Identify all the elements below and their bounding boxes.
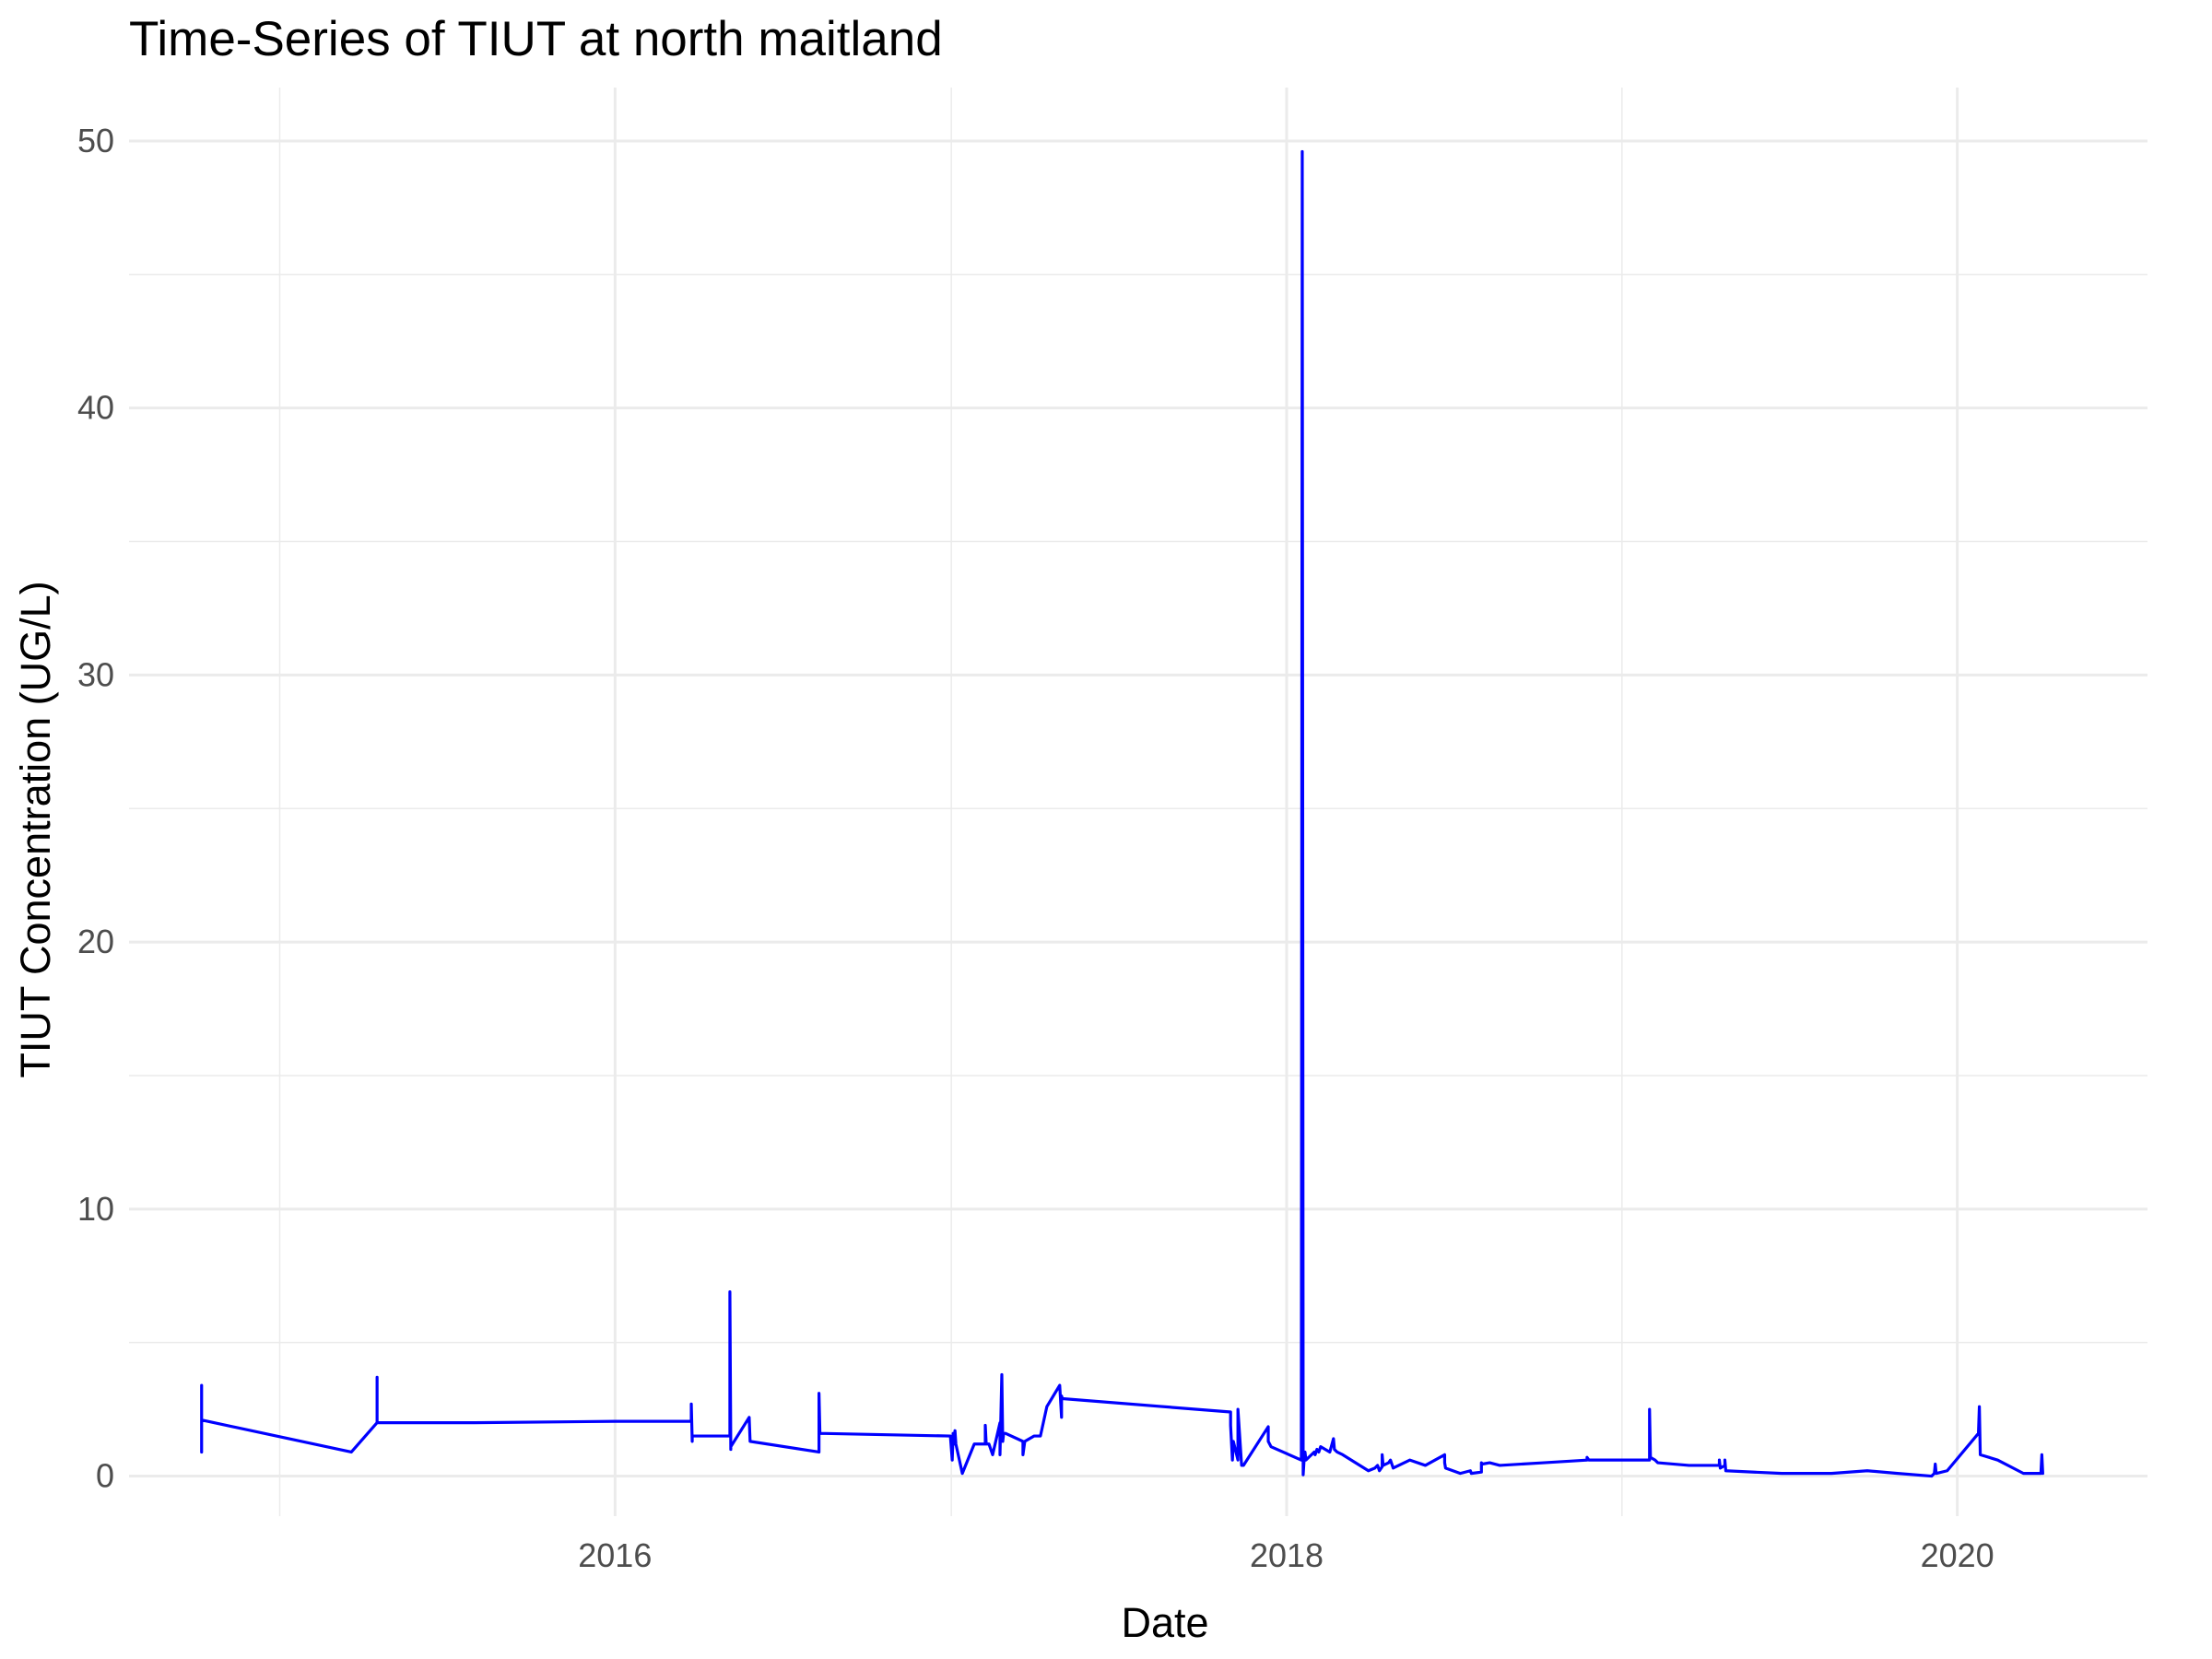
y-axis-title: TIUT Concentration (UG/L) <box>12 581 59 1077</box>
y-tick-label: 50 <box>77 122 114 159</box>
y-tick-label: 40 <box>77 389 114 427</box>
x-axis-title: Date <box>1121 1599 1208 1646</box>
y-tick-label: 10 <box>77 1190 114 1228</box>
minor-gridlines <box>129 88 2147 1516</box>
chart-title: Time-Series of TIUT at north maitland <box>129 12 943 66</box>
y-axis-tick-labels: 0 10 20 30 40 50 <box>77 122 114 1495</box>
y-tick-label: 30 <box>77 655 114 693</box>
series-group <box>200 149 2044 1478</box>
x-tick-label: 2016 <box>578 1536 652 1574</box>
x-tick-label: 2020 <box>1921 1536 1994 1574</box>
series-line-0 <box>200 149 2044 1478</box>
y-tick-label: 20 <box>77 923 114 960</box>
x-axis-tick-labels: 2016 2018 2020 <box>578 1536 1994 1574</box>
major-gridlines <box>129 88 2147 1516</box>
y-tick-label: 0 <box>96 1457 114 1495</box>
x-tick-label: 2018 <box>1250 1536 1324 1574</box>
